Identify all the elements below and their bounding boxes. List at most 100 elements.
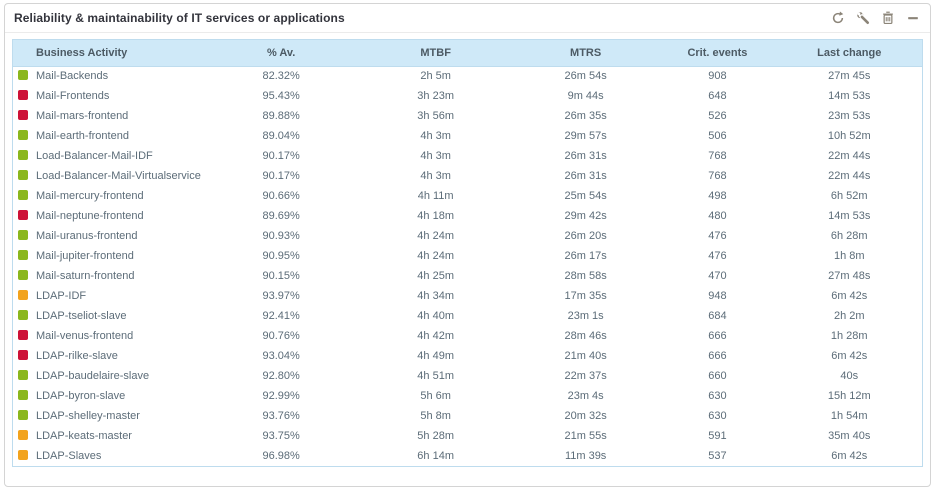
cell-business-activity: LDAP-keats-master bbox=[13, 426, 204, 446]
table-row[interactable]: Mail-venus-frontend 90.76% 4h 42m 28m 46… bbox=[13, 326, 922, 346]
table-row[interactable]: Load-Balancer-Mail-Virtualservice 90.17%… bbox=[13, 166, 922, 186]
table-row[interactable]: LDAP-tseliot-slave 92.41% 4h 40m 23m 1s … bbox=[13, 306, 922, 326]
cell-availability: 89.04% bbox=[262, 130, 300, 142]
table-row[interactable]: Mail-mars-frontend 89.88% 3h 56m 26m 35s… bbox=[13, 106, 922, 126]
table-row[interactable]: Mail-earth-frontend 89.04% 4h 3m 29m 57s… bbox=[13, 126, 922, 146]
cell-crit-events: 476 bbox=[708, 250, 727, 262]
reliability-table: Business Activity % Av. MTBF MTRS Crit. … bbox=[12, 39, 923, 467]
cell-business-activity: Mail-saturn-frontend bbox=[13, 266, 204, 286]
table-row[interactable]: Load-Balancer-Mail-IDF 90.17% 4h 3m 26m … bbox=[13, 146, 922, 166]
cell-business-activity: LDAP-tseliot-slave bbox=[13, 306, 204, 326]
status-square-icon bbox=[18, 290, 28, 300]
cell-crit-events: 630 bbox=[708, 410, 727, 422]
cell-last-change: 6m 42s bbox=[831, 350, 868, 362]
cell-mtrs: 28m 46s bbox=[564, 330, 607, 342]
table-row[interactable]: LDAP-rilke-slave 93.04% 4h 49m 21m 40s 6… bbox=[13, 346, 922, 366]
table-row[interactable]: LDAP-byron-slave 92.99% 5h 6m 23m 4s 630… bbox=[13, 386, 922, 406]
status-square-icon bbox=[18, 130, 28, 140]
business-activity-label: Mail-uranus-frontend bbox=[36, 230, 138, 242]
status-square-icon bbox=[18, 450, 28, 460]
business-activity-label: LDAP-IDF bbox=[36, 290, 87, 302]
status-square-icon bbox=[18, 410, 28, 420]
status-square-icon bbox=[18, 330, 28, 340]
cell-mtrs: 23m 4s bbox=[567, 390, 604, 402]
status-square-icon bbox=[18, 110, 28, 120]
column-header-last-change: Last change bbox=[776, 40, 922, 67]
table-row[interactable]: Mail-jupiter-frontend 90.95% 4h 24m 26m … bbox=[13, 246, 922, 266]
status-square-icon bbox=[18, 310, 28, 320]
cell-mtbf: 4h 24m bbox=[417, 250, 454, 262]
cell-availability: 92.99% bbox=[262, 390, 300, 402]
cell-crit-events: 498 bbox=[708, 190, 727, 202]
cell-mtbf: 4h 18m bbox=[417, 210, 454, 222]
table-row[interactable]: Mail-Backends 82.32% 2h 5m 26m 54s 908 2… bbox=[13, 66, 922, 86]
cell-mtbf: 4h 42m bbox=[417, 330, 454, 342]
refresh-icon[interactable] bbox=[830, 11, 845, 26]
cell-business-activity: LDAP-byron-slave bbox=[13, 386, 204, 406]
table-row[interactable]: Mail-Frontends 95.43% 3h 23m 9m 44s 648 … bbox=[13, 86, 922, 106]
widget-toolbar bbox=[830, 11, 920, 26]
table-row[interactable]: Mail-saturn-frontend 90.15% 4h 25m 28m 5… bbox=[13, 266, 922, 286]
cell-availability: 90.93% bbox=[262, 230, 300, 242]
cell-crit-events: 908 bbox=[708, 70, 727, 83]
column-header-availability: % Av. bbox=[203, 40, 359, 67]
cell-last-change: 6m 42s bbox=[831, 290, 868, 302]
cell-mtrs: 22m 37s bbox=[564, 370, 607, 382]
cell-mtrs: 9m 44s bbox=[567, 90, 604, 102]
trash-icon[interactable] bbox=[880, 11, 895, 26]
cell-mtbf: 4h 34m bbox=[417, 290, 454, 302]
status-square-icon bbox=[18, 270, 28, 280]
cell-business-activity: Mail-neptune-frontend bbox=[13, 206, 204, 226]
cell-business-activity: LDAP-rilke-slave bbox=[13, 346, 204, 366]
table-row[interactable]: LDAP-baudelaire-slave 92.80% 4h 51m 22m … bbox=[13, 366, 922, 386]
table-row[interactable]: Mail-neptune-frontend 89.69% 4h 18m 29m … bbox=[13, 206, 922, 226]
cell-availability: 90.17% bbox=[262, 150, 300, 162]
cell-mtbf: 4h 24m bbox=[417, 230, 454, 242]
wrench-icon[interactable] bbox=[855, 11, 870, 26]
cell-availability: 95.43% bbox=[262, 90, 300, 102]
cell-mtrs: 29m 57s bbox=[564, 130, 607, 142]
cell-crit-events: 768 bbox=[708, 150, 727, 162]
cell-last-change: 27m 45s bbox=[828, 70, 871, 83]
status-square-icon bbox=[18, 250, 28, 260]
business-activity-label: Load-Balancer-Mail-Virtualservice bbox=[36, 170, 201, 182]
status-square-icon bbox=[18, 370, 28, 380]
cell-mtbf: 4h 3m bbox=[420, 150, 451, 162]
cell-availability: 90.95% bbox=[262, 250, 300, 262]
cell-last-change: 40s bbox=[840, 370, 859, 382]
status-square-icon bbox=[18, 190, 28, 200]
widget-panel: Reliability & maintainability of IT serv… bbox=[4, 3, 931, 487]
cell-last-change: 14m 53s bbox=[828, 210, 871, 222]
cell-mtrs: 26m 35s bbox=[564, 110, 607, 122]
business-activity-label: LDAP-Slaves bbox=[36, 450, 102, 462]
panel-title: Reliability & maintainability of IT serv… bbox=[14, 11, 345, 25]
table-row[interactable]: Mail-uranus-frontend 90.93% 4h 24m 26m 2… bbox=[13, 226, 922, 246]
cell-mtrs: 20m 32s bbox=[564, 410, 607, 422]
business-activity-label: LDAP-keats-master bbox=[36, 430, 132, 442]
cell-business-activity: Mail-Backends bbox=[13, 66, 204, 86]
cell-last-change: 10h 52m bbox=[827, 130, 871, 142]
minimize-icon[interactable] bbox=[905, 11, 920, 26]
cell-business-activity: Mail-uranus-frontend bbox=[13, 226, 204, 246]
cell-last-change: 1h 8m bbox=[833, 250, 865, 262]
cell-availability: 93.97% bbox=[262, 290, 300, 302]
column-header-mtbf: MTBF bbox=[358, 40, 513, 67]
cell-crit-events: 526 bbox=[708, 110, 727, 122]
table-row[interactable]: LDAP-Slaves 96.98% 6h 14m 11m 39s 537 6m… bbox=[13, 446, 922, 466]
cell-mtbf: 3h 23m bbox=[417, 90, 454, 102]
cell-availability: 90.17% bbox=[262, 170, 300, 182]
column-header-business-activity: Business Activity bbox=[13, 40, 204, 67]
table-row[interactable]: LDAP-shelley-master 93.76% 5h 8m 20m 32s… bbox=[13, 406, 922, 426]
cell-mtrs: 26m 31s bbox=[564, 170, 607, 182]
cell-mtrs: 26m 54s bbox=[564, 70, 607, 83]
table-row[interactable]: LDAP-keats-master 93.75% 5h 28m 21m 55s … bbox=[13, 426, 922, 446]
table-row[interactable]: LDAP-IDF 93.97% 4h 34m 17m 35s 948 6m 42… bbox=[13, 286, 922, 306]
table-row[interactable]: Mail-mercury-frontend 90.66% 4h 11m 25m … bbox=[13, 186, 922, 206]
cell-availability: 93.76% bbox=[262, 410, 300, 422]
cell-business-activity: LDAP-baudelaire-slave bbox=[13, 366, 204, 386]
cell-business-activity: LDAP-shelley-master bbox=[13, 406, 204, 426]
cell-availability: 90.76% bbox=[262, 330, 300, 342]
business-activity-label: Mail-neptune-frontend bbox=[36, 210, 144, 222]
status-square-icon bbox=[18, 210, 28, 220]
cell-mtrs: 26m 20s bbox=[564, 230, 607, 242]
